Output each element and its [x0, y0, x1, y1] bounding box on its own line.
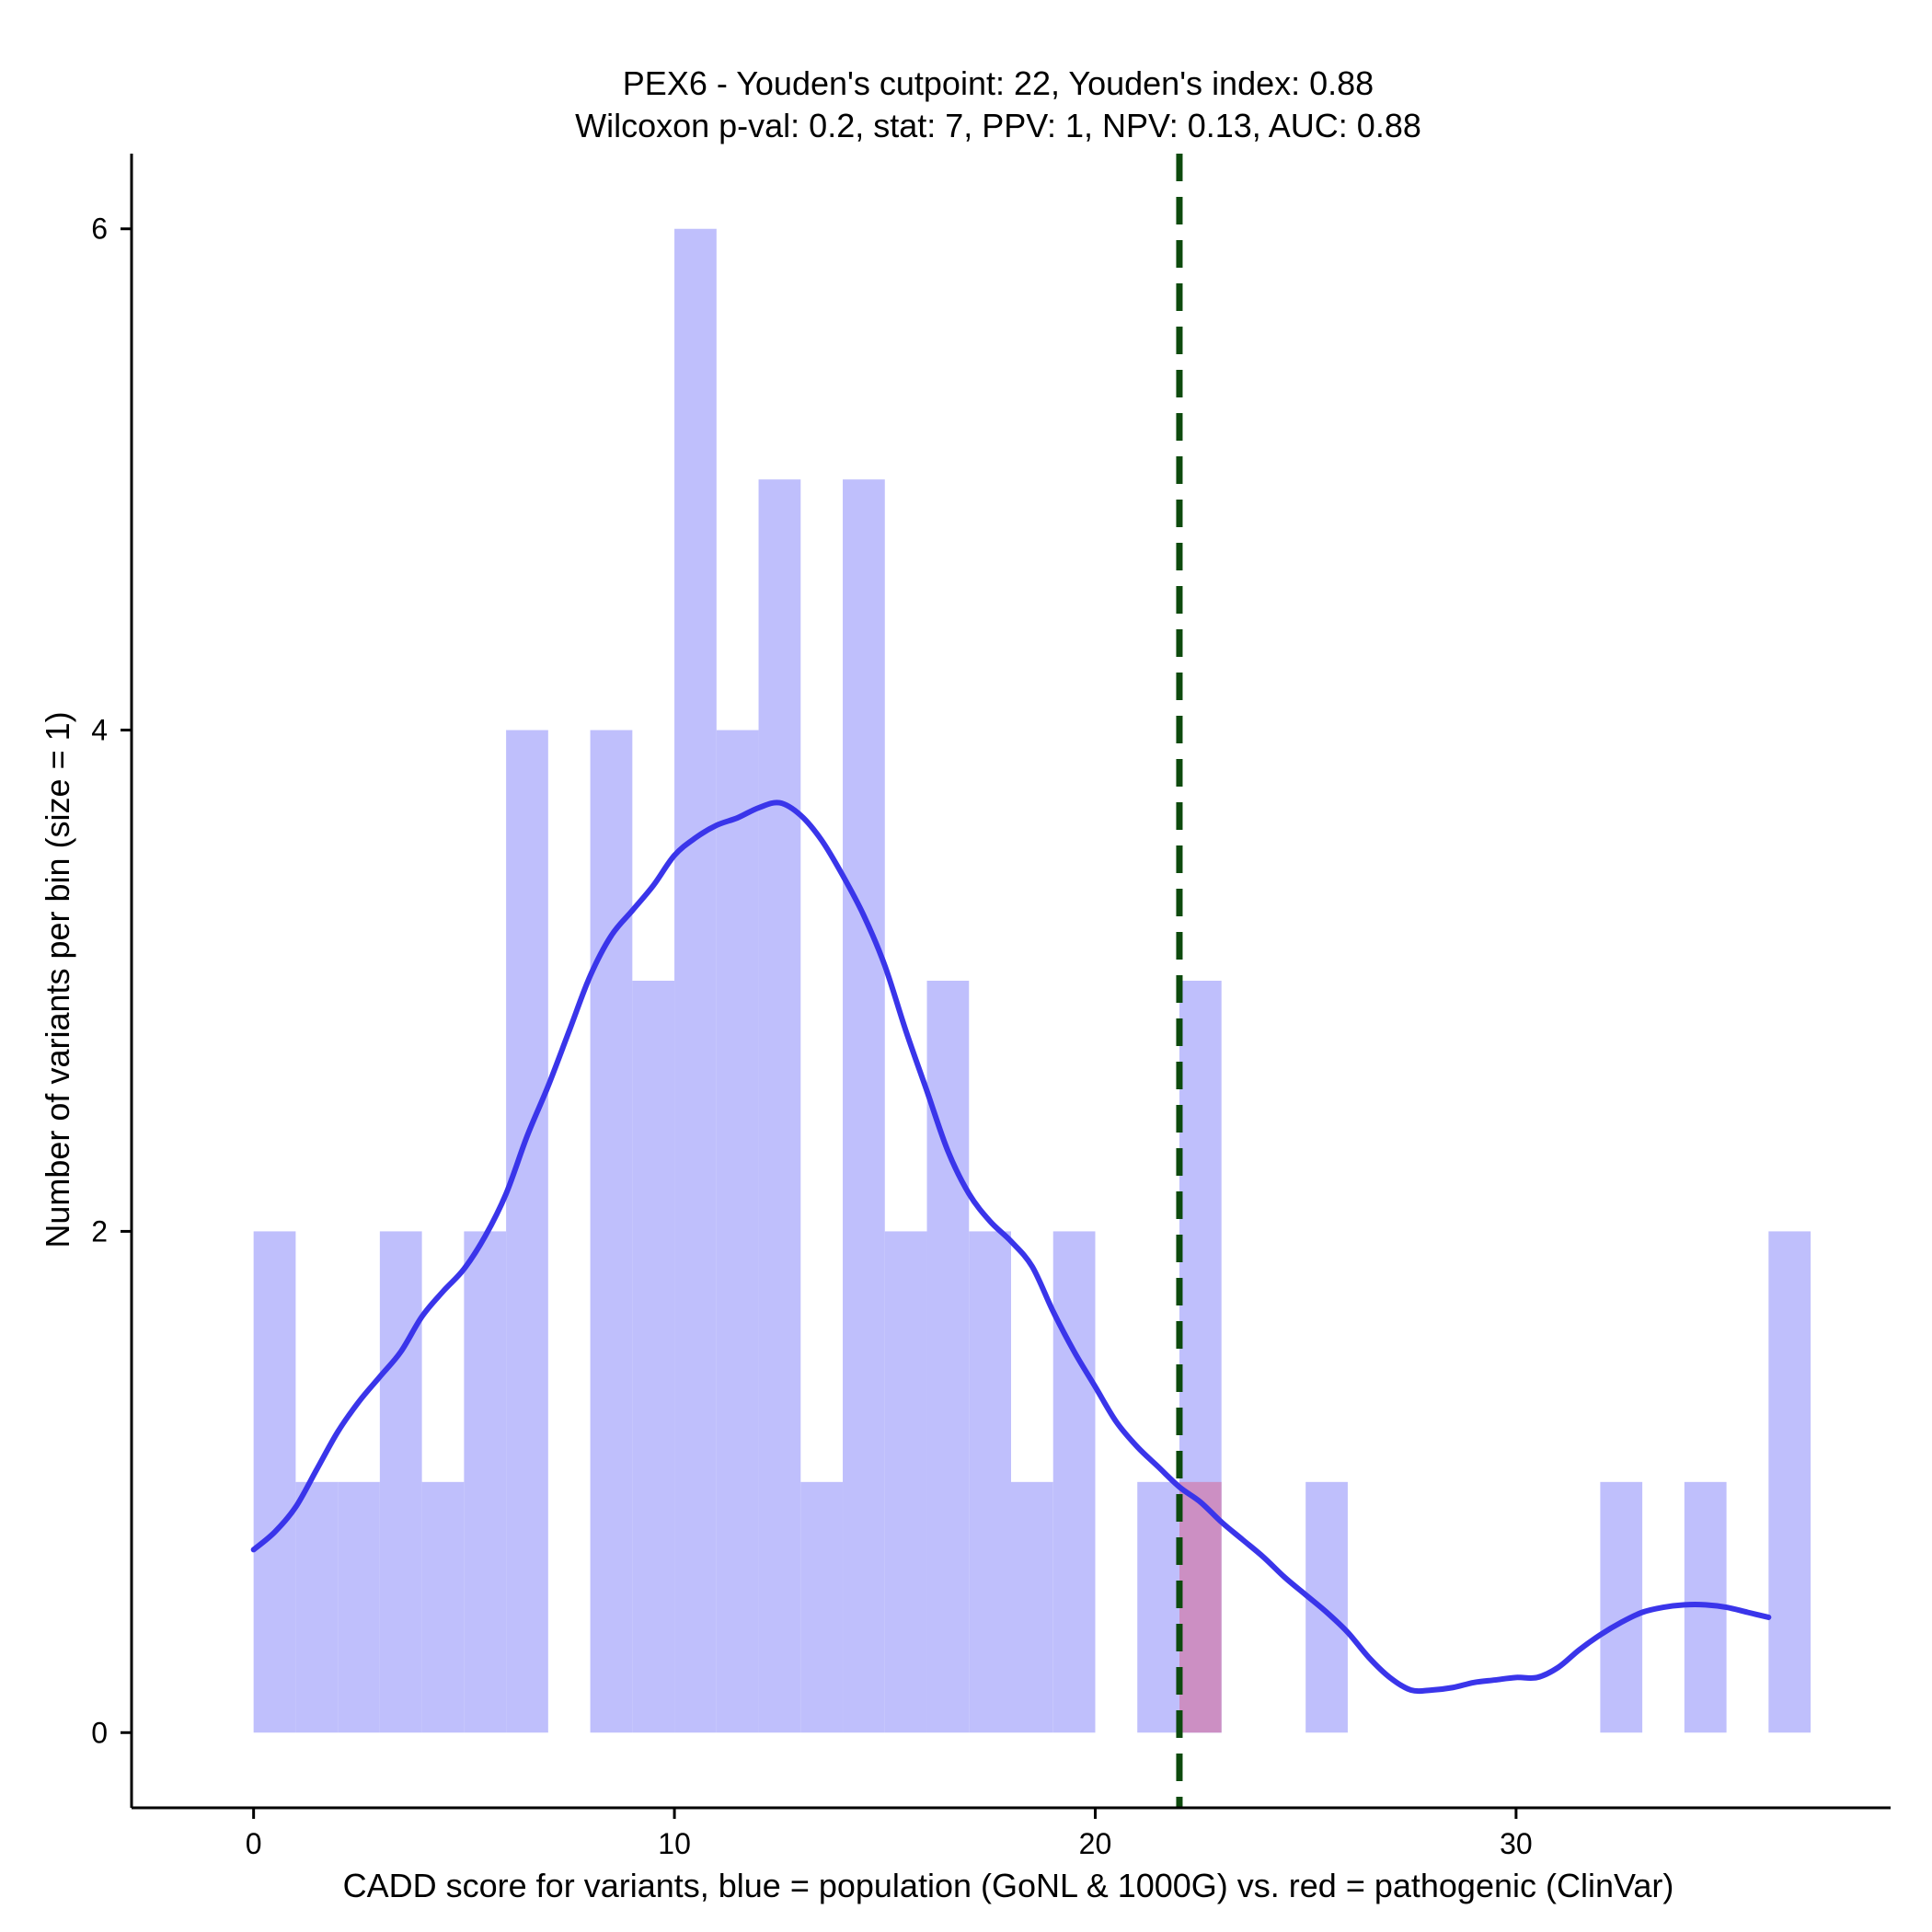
- population-bar-25: [1305, 1481, 1348, 1733]
- population-bar-8: [590, 730, 633, 1733]
- population-bar-12: [758, 479, 801, 1733]
- population-bar-4: [421, 1481, 465, 1733]
- chart-title-line-2: Wilcoxon p-val: 0.2, stat: 7, PPV: 1, NP…: [575, 107, 1421, 144]
- population-bar-36: [1768, 1231, 1811, 1733]
- population-bar-32: [1600, 1481, 1643, 1733]
- population-bar-9: [632, 981, 675, 1733]
- y-tick-label-6: 6: [91, 213, 108, 246]
- y-tick-label-2: 2: [91, 1214, 108, 1248]
- x-tick-label-30: 30: [1500, 1827, 1533, 1860]
- population-bar-2: [338, 1481, 380, 1733]
- population-bar-0: [253, 1231, 296, 1733]
- x-tick-label-10: 10: [658, 1827, 691, 1860]
- pathogenic-bars: [1179, 1481, 1222, 1733]
- population-bar-14: [843, 479, 885, 1733]
- chart-title-line-1: PEX6 - Youden's cutpoint: 22, Youden's i…: [623, 64, 1374, 102]
- population-bar-21: [1137, 1481, 1179, 1733]
- population-bar-6: [506, 730, 548, 1733]
- population-bar-1: [295, 1481, 339, 1733]
- population-bar-11: [716, 730, 759, 1733]
- population-bar-17: [969, 1231, 1011, 1733]
- population-bar-15: [884, 1231, 927, 1733]
- y-tick-label-4: 4: [91, 714, 108, 747]
- density-curve: [250, 799, 1772, 1695]
- x-axis-ticks: 0 10 20 30: [246, 1808, 1533, 1860]
- x-axis-title: CADD score for variants, blue = populati…: [343, 1867, 1674, 1904]
- population-bar-18: [1011, 1481, 1053, 1733]
- population-bar-10: [674, 228, 717, 1733]
- x-tick-label-0: 0: [246, 1827, 262, 1860]
- y-axis-title: Number of variants per bin (size = 1): [39, 711, 76, 1248]
- population-bar-3: [379, 1231, 422, 1733]
- y-axis-ticks: 0 2 4 6: [91, 213, 132, 1749]
- population-bar-13: [800, 1481, 844, 1733]
- pathogenic-bar-22: [1179, 1481, 1222, 1733]
- x-tick-label-20: 20: [1079, 1827, 1112, 1860]
- y-tick-label-0: 0: [91, 1716, 108, 1749]
- population-bar-5: [464, 1231, 507, 1733]
- population-bar-19: [1052, 1231, 1096, 1733]
- population-bar-16: [926, 981, 970, 1733]
